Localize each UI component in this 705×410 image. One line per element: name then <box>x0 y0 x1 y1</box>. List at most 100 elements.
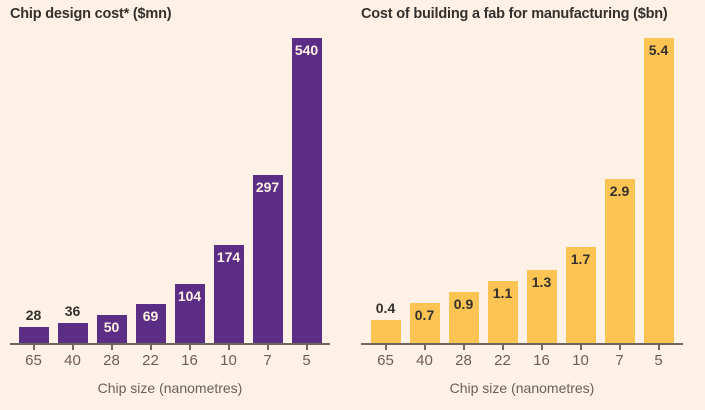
x-tick-label: 40 <box>416 352 433 369</box>
bar-value-label: 104 <box>177 288 202 304</box>
bar <box>174 284 205 343</box>
bar <box>526 270 557 343</box>
bar <box>448 292 479 343</box>
x-tick-mark <box>384 345 387 350</box>
x-tick-label: 22 <box>142 352 159 369</box>
x-tick-mark <box>32 345 35 350</box>
x-tick-mark <box>149 345 152 350</box>
x-axis-ticks: 65 40 28 22 16 10 7 5 <box>10 345 330 370</box>
bar-column: 5.4 <box>643 38 674 343</box>
x-tick-label: 22 <box>494 352 511 369</box>
x-tick-label: 7 <box>615 352 624 369</box>
bar-column: 0.7 <box>409 38 440 343</box>
x-tick-mark <box>188 345 191 350</box>
tick-column: 16 <box>527 345 557 370</box>
x-tick-mark <box>657 345 660 350</box>
bar-value-label: 297 <box>255 179 280 195</box>
bar-value-label: 5.4 <box>648 42 669 58</box>
x-tick-mark <box>71 345 74 350</box>
chart-title: Chip design cost* ($mn) <box>10 6 172 22</box>
bar <box>565 247 596 343</box>
chart-chip-design-cost: Chip design cost* ($mn) 28 36 50 69 104 174 29… <box>10 6 330 396</box>
bar <box>604 179 635 343</box>
bar-column: 36 <box>57 38 88 343</box>
bar-value-label: 2.9 <box>609 183 630 199</box>
x-axis-ticks: 65 40 28 22 16 10 7 5 <box>361 345 683 370</box>
x-tick-mark <box>501 345 504 350</box>
bar-column: 1.3 <box>526 38 557 343</box>
tick-column: 22 <box>136 345 166 370</box>
bar <box>213 245 244 343</box>
bar-column: 1.1 <box>487 38 518 343</box>
tick-column: 28 <box>97 345 127 370</box>
tick-column: 40 <box>58 345 88 370</box>
bar-value-label: 1.1 <box>492 285 513 301</box>
bar <box>643 38 674 343</box>
bar <box>18 327 49 343</box>
bar-value-label: 174 <box>216 249 241 265</box>
bar-column: 0.4 <box>370 38 401 343</box>
x-tick-mark <box>579 345 582 350</box>
x-tick-label: 16 <box>181 352 198 369</box>
bar <box>57 323 88 343</box>
x-axis-line <box>361 343 683 345</box>
tick-column: 65 <box>371 345 401 370</box>
x-axis-title: Chip size (nanometres) <box>449 379 595 396</box>
x-tick-mark <box>227 345 230 350</box>
tick-column: 40 <box>410 345 440 370</box>
x-tick-mark <box>266 345 269 350</box>
tick-column: 28 <box>449 345 479 370</box>
bar-value-label: 1.3 <box>531 274 552 290</box>
bar-column: 104 <box>174 38 205 343</box>
chart-fab-building-cost: Cost of building a fab for manufacturing… <box>361 6 683 396</box>
x-tick-mark <box>423 345 426 350</box>
tick-column: 5 <box>644 345 674 370</box>
tick-column: 5 <box>292 345 322 370</box>
x-tick-label: 10 <box>572 352 589 369</box>
bar-value-label: 69 <box>142 308 159 324</box>
chart-title: Cost of building a fab for manufacturing… <box>361 6 668 22</box>
x-tick-label: 65 <box>25 352 42 369</box>
tick-column: 7 <box>253 345 283 370</box>
bar-column: 28 <box>18 38 49 343</box>
bar-value-label: 1.7 <box>570 251 591 267</box>
tick-column: 22 <box>488 345 518 370</box>
x-tick-label: 28 <box>103 352 120 369</box>
bar-value-label: 0.7 <box>414 307 435 323</box>
plot-area: 28 36 50 69 104 174 297 540 65 40 28 22 16 10 7 5 <box>10 38 330 370</box>
bar-column: 297 <box>252 38 283 343</box>
x-tick-mark <box>540 345 543 350</box>
bar-column: 50 <box>96 38 127 343</box>
bar <box>291 38 322 343</box>
x-tick-label: 7 <box>263 352 272 369</box>
x-tick-label: 5 <box>654 352 663 369</box>
x-axis-title: Chip size (nanometres) <box>97 379 243 396</box>
bar-value-label: 540 <box>294 42 319 58</box>
tick-column: 10 <box>566 345 596 370</box>
bar-column: 174 <box>213 38 244 343</box>
tick-column: 10 <box>214 345 244 370</box>
bars-group: 0.4 0.7 0.9 1.1 1.3 1.7 2.9 5.4 <box>361 38 683 343</box>
plot-area: 0.4 0.7 0.9 1.1 1.3 1.7 2.9 5.4 65 40 28 22 16 10 7 5 <box>361 38 683 370</box>
bar-value-label: 50 <box>103 319 120 335</box>
bar <box>370 320 401 343</box>
bar-column: 540 <box>291 38 322 343</box>
bar-value-label: 28 <box>25 307 42 323</box>
bar-column: 2.9 <box>604 38 635 343</box>
tick-column: 7 <box>605 345 635 370</box>
bar <box>487 281 518 343</box>
bars-group: 28 36 50 69 104 174 297 540 <box>10 38 330 343</box>
x-tick-label: 28 <box>455 352 472 369</box>
bar-value-label: 36 <box>64 303 81 319</box>
x-tick-label: 40 <box>64 352 81 369</box>
bar <box>135 304 166 343</box>
x-tick-mark <box>462 345 465 350</box>
x-tick-label: 65 <box>377 352 394 369</box>
bar <box>96 315 127 343</box>
bar-column: 1.7 <box>565 38 596 343</box>
bar-column: 0.9 <box>448 38 479 343</box>
x-tick-mark <box>618 345 621 350</box>
x-axis-line <box>10 343 330 345</box>
bar-value-label: 0.9 <box>453 296 474 312</box>
